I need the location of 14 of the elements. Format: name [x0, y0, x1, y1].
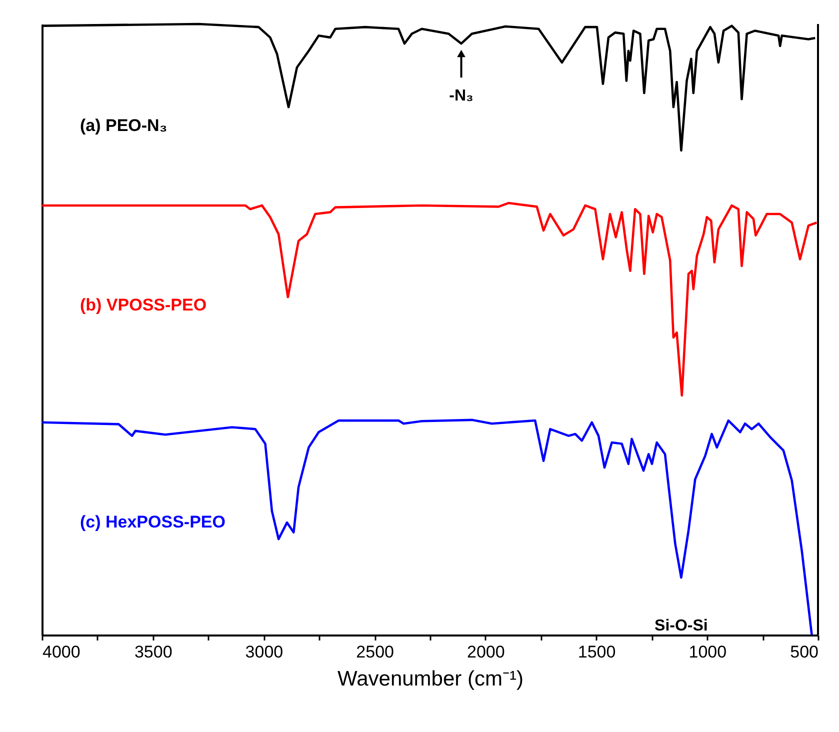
- annotation: -N₃: [449, 88, 474, 105]
- text: (b) VPOSS-PEO: [80, 295, 207, 314]
- x-tick-label: 2500: [356, 642, 394, 662]
- x-tick-label: 4000: [42, 642, 80, 662]
- x-tick-label: 3500: [134, 642, 172, 662]
- x-tick-label: 3000: [245, 642, 284, 662]
- text: (a) PEO-N₃: [80, 116, 168, 135]
- x-tick-label: 1000: [688, 642, 727, 662]
- x-axis-title: Wavenumber (cm⁻¹): [338, 668, 524, 690]
- x-tick-label: 1500: [578, 642, 616, 662]
- x-tick-label: 2000: [467, 642, 505, 662]
- text: (c) HexPOSS-PEO: [80, 512, 226, 532]
- annotation: Si-O-Si: [654, 618, 708, 635]
- x-tick-label: 500: [790, 642, 818, 662]
